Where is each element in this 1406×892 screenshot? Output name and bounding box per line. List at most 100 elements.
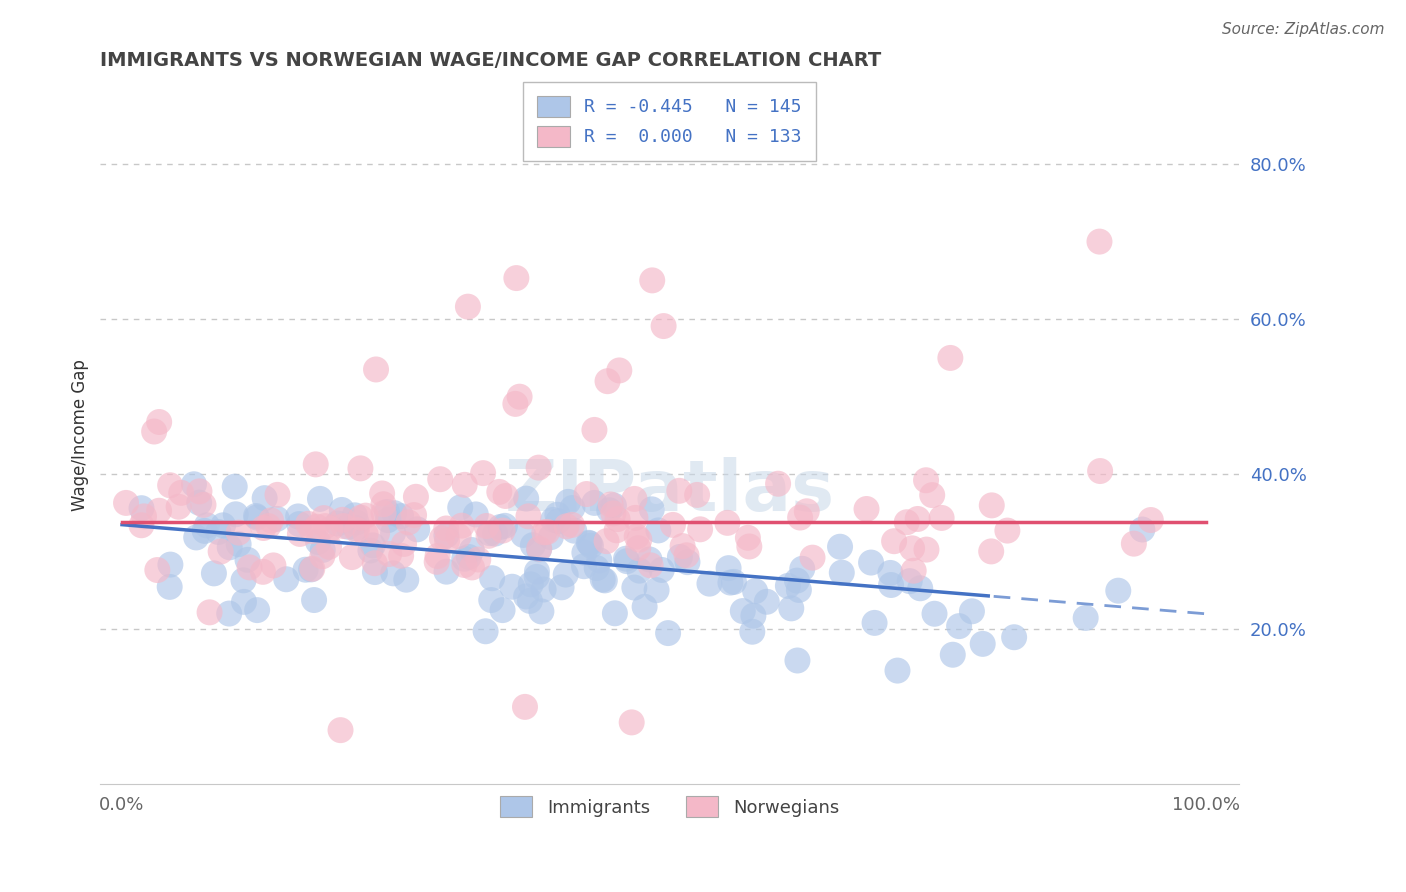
Point bbox=[585, 561, 607, 575]
Point bbox=[527, 542, 550, 557]
Point bbox=[375, 505, 398, 519]
Point bbox=[536, 524, 558, 539]
Point bbox=[533, 582, 555, 597]
Point bbox=[776, 579, 799, 593]
Point bbox=[723, 574, 745, 589]
Point bbox=[896, 515, 918, 529]
Point bbox=[148, 504, 170, 518]
Point bbox=[786, 574, 808, 588]
Point bbox=[554, 567, 576, 582]
Point bbox=[146, 563, 169, 577]
Point bbox=[398, 516, 420, 530]
Point bbox=[337, 520, 360, 534]
Point bbox=[515, 491, 537, 506]
Point bbox=[491, 603, 513, 617]
Point bbox=[195, 518, 218, 533]
Point bbox=[477, 529, 499, 543]
Point bbox=[686, 488, 709, 502]
Point bbox=[198, 605, 221, 619]
Point bbox=[903, 564, 925, 578]
Point bbox=[614, 551, 637, 566]
Point bbox=[651, 563, 673, 577]
Point bbox=[207, 524, 229, 539]
Point bbox=[332, 519, 354, 533]
Point bbox=[382, 566, 405, 581]
Point bbox=[246, 603, 269, 617]
Point bbox=[540, 530, 562, 544]
Point bbox=[159, 558, 181, 572]
Point bbox=[344, 521, 367, 535]
Point bbox=[236, 553, 259, 567]
Point bbox=[453, 478, 475, 492]
Point bbox=[792, 562, 814, 576]
Point bbox=[467, 552, 489, 566]
Point bbox=[491, 524, 513, 538]
Point bbox=[731, 604, 754, 618]
Point bbox=[603, 607, 626, 621]
Point bbox=[741, 624, 763, 639]
Point bbox=[676, 555, 699, 569]
Point bbox=[354, 508, 377, 523]
Point bbox=[596, 374, 619, 388]
Point bbox=[652, 319, 675, 334]
Point bbox=[572, 559, 595, 574]
Point bbox=[330, 503, 353, 517]
Point bbox=[233, 595, 256, 609]
Point bbox=[377, 513, 399, 527]
Point bbox=[972, 637, 994, 651]
Point bbox=[828, 540, 851, 554]
Point bbox=[780, 601, 803, 615]
Point bbox=[530, 604, 553, 618]
Point bbox=[555, 519, 578, 533]
Point bbox=[942, 648, 965, 662]
Point bbox=[915, 542, 938, 557]
Point bbox=[382, 506, 405, 520]
Point bbox=[405, 490, 427, 504]
Point bbox=[910, 582, 932, 596]
Point bbox=[364, 565, 387, 579]
Point bbox=[389, 509, 412, 524]
Point bbox=[599, 498, 621, 512]
Point bbox=[512, 528, 534, 542]
Point bbox=[526, 565, 548, 579]
Point bbox=[742, 608, 765, 623]
Point bbox=[366, 526, 388, 541]
Point bbox=[262, 558, 284, 573]
Point bbox=[921, 488, 943, 502]
Point bbox=[1107, 583, 1129, 598]
Point bbox=[131, 501, 153, 516]
Point bbox=[343, 508, 366, 523]
Point bbox=[434, 521, 457, 535]
Point bbox=[299, 562, 322, 576]
Point bbox=[796, 504, 818, 518]
Point bbox=[980, 499, 1002, 513]
Point bbox=[257, 519, 280, 533]
Text: ZIPatlas: ZIPatlas bbox=[505, 457, 835, 525]
Point bbox=[593, 574, 616, 588]
Y-axis label: Wage/Income Gap: Wage/Income Gap bbox=[72, 359, 89, 511]
Point bbox=[515, 590, 537, 604]
Point bbox=[541, 513, 564, 527]
Point bbox=[645, 583, 668, 598]
Point bbox=[561, 501, 583, 516]
Point bbox=[361, 538, 384, 552]
Point bbox=[657, 626, 679, 640]
Point bbox=[717, 561, 740, 575]
Point bbox=[457, 549, 479, 564]
Point bbox=[225, 508, 247, 522]
Point bbox=[132, 509, 155, 524]
Point bbox=[606, 523, 628, 537]
Point bbox=[329, 723, 352, 738]
Point bbox=[167, 500, 190, 514]
Point bbox=[898, 574, 921, 588]
Point bbox=[309, 491, 332, 506]
Point bbox=[578, 536, 600, 550]
Point bbox=[228, 525, 250, 540]
Text: IMMIGRANTS VS NORWEGIAN WAGE/INCOME GAP CORRELATION CHART: IMMIGRANTS VS NORWEGIAN WAGE/INCOME GAP … bbox=[100, 51, 882, 70]
Point bbox=[314, 519, 336, 533]
Point bbox=[307, 535, 329, 549]
Point bbox=[472, 466, 495, 480]
Point bbox=[371, 486, 394, 500]
Point bbox=[863, 615, 886, 630]
Point bbox=[253, 491, 276, 505]
